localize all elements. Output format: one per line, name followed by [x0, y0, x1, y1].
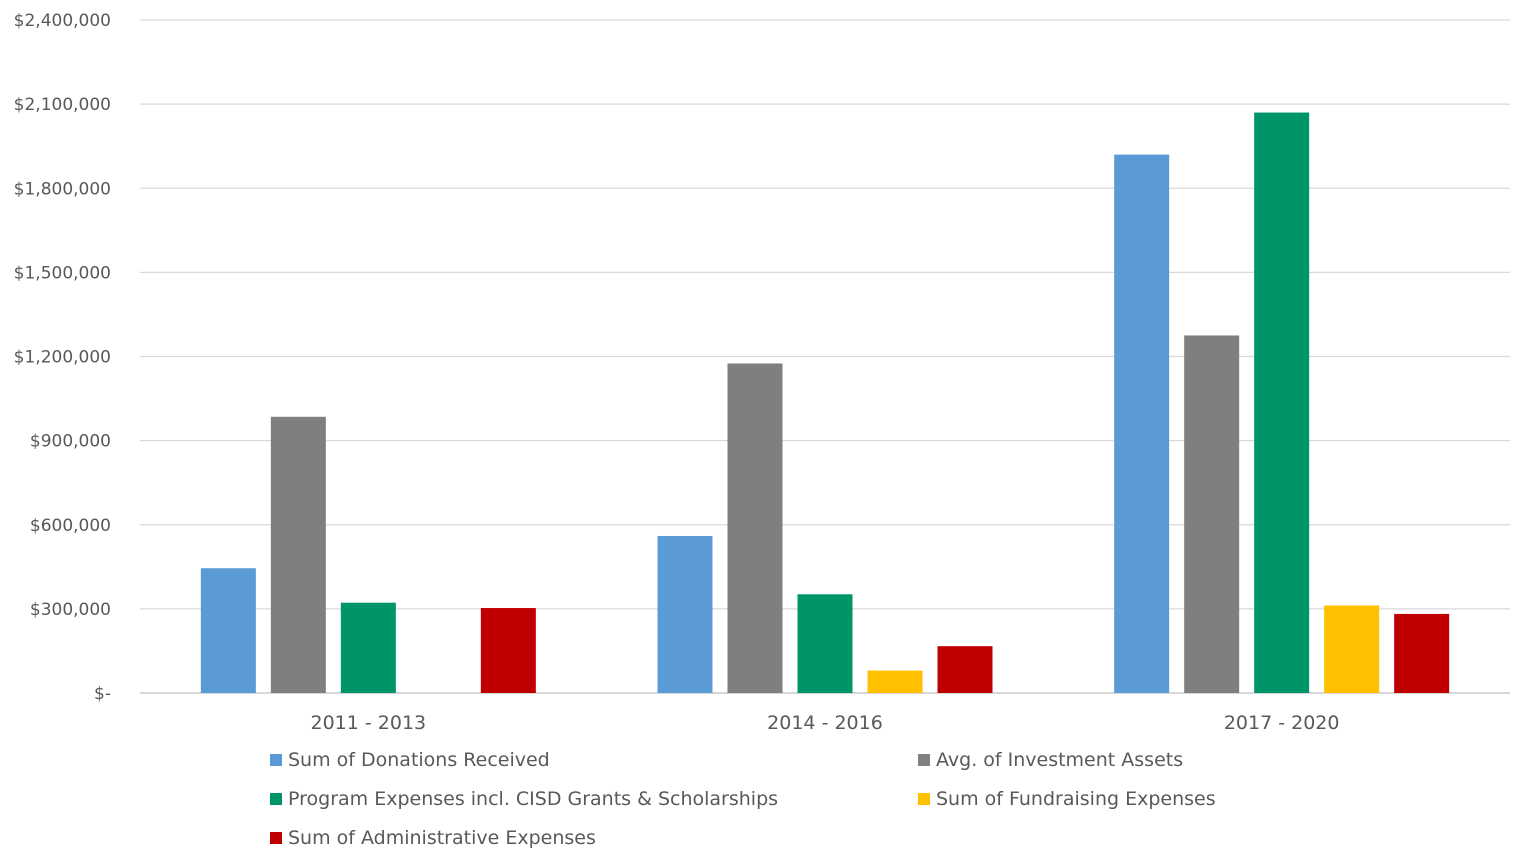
bar-series-2-category-2	[1254, 112, 1310, 694]
bar-series-0-category-0	[200, 568, 256, 693]
x-axis-tick-labels: 2011 - 2013 2014 - 2016 2017 - 2020	[311, 712, 1340, 734]
bars	[200, 112, 1450, 694]
bar-series-1-category-1	[727, 363, 783, 693]
y-tick-label: $900,000	[30, 432, 111, 452]
bar-series-3-category-1	[867, 670, 923, 693]
bar-series-1-category-0	[270, 416, 326, 693]
bar-series-0-category-1	[657, 535, 713, 693]
legend-label-donations: Sum of Donations Received	[288, 749, 550, 771]
y-axis-tick-labels: $- $300,000 $600,000 $900,000 $1,200,000 $1,5…	[14, 11, 111, 704]
y-tick-label: $-	[94, 684, 111, 704]
bar-series-3-category-2	[1324, 605, 1380, 693]
bar-series-2-category-0	[340, 602, 396, 693]
y-tick-label: $2,400,000	[14, 11, 111, 31]
legend-swatch-administrative	[270, 832, 282, 844]
bar-series-1-category-2	[1184, 335, 1240, 693]
legend-swatch-fundraising	[918, 793, 930, 805]
legend-label-program: Program Expenses incl. CISD Grants & Sch…	[288, 788, 779, 810]
y-tick-label: $1,800,000	[14, 179, 111, 199]
legend-item-fundraising: Sum of Fundraising Expenses	[918, 788, 1216, 810]
legend-label-administrative: Sum of Administrative Expenses	[288, 827, 596, 849]
legend-item-program: Program Expenses incl. CISD Grants & Sch…	[270, 788, 778, 810]
x-tick-label: 2017 - 2020	[1224, 712, 1340, 734]
legend-swatch-investment	[918, 754, 930, 766]
bar-series-2-category-1	[797, 594, 853, 693]
y-tick-label: $600,000	[30, 516, 111, 536]
legend-swatch-program	[270, 793, 282, 805]
legend-label-investment: Avg. of Investment Assets	[936, 749, 1184, 771]
legend-item-investment: Avg. of Investment Assets	[918, 749, 1183, 771]
y-tick-label: $1,200,000	[14, 348, 111, 368]
y-tick-label: $1,500,000	[14, 263, 111, 283]
y-tick-label: $2,100,000	[14, 95, 111, 115]
legend-item-administrative: Sum of Administrative Expenses	[270, 827, 596, 849]
legend-item-donations: Sum of Donations Received	[270, 749, 550, 771]
y-tick-label: $300,000	[30, 600, 111, 620]
bar-series-4-category-0	[480, 608, 536, 693]
bar-series-0-category-2	[1114, 154, 1170, 694]
legend-label-fundraising: Sum of Fundraising Expenses	[936, 788, 1216, 810]
legend-swatch-donations	[270, 754, 282, 766]
bar-series-4-category-2	[1394, 613, 1450, 693]
x-tick-label: 2014 - 2016	[767, 712, 883, 734]
x-tick-label: 2011 - 2013	[311, 712, 427, 734]
bar-series-4-category-1	[937, 646, 993, 693]
